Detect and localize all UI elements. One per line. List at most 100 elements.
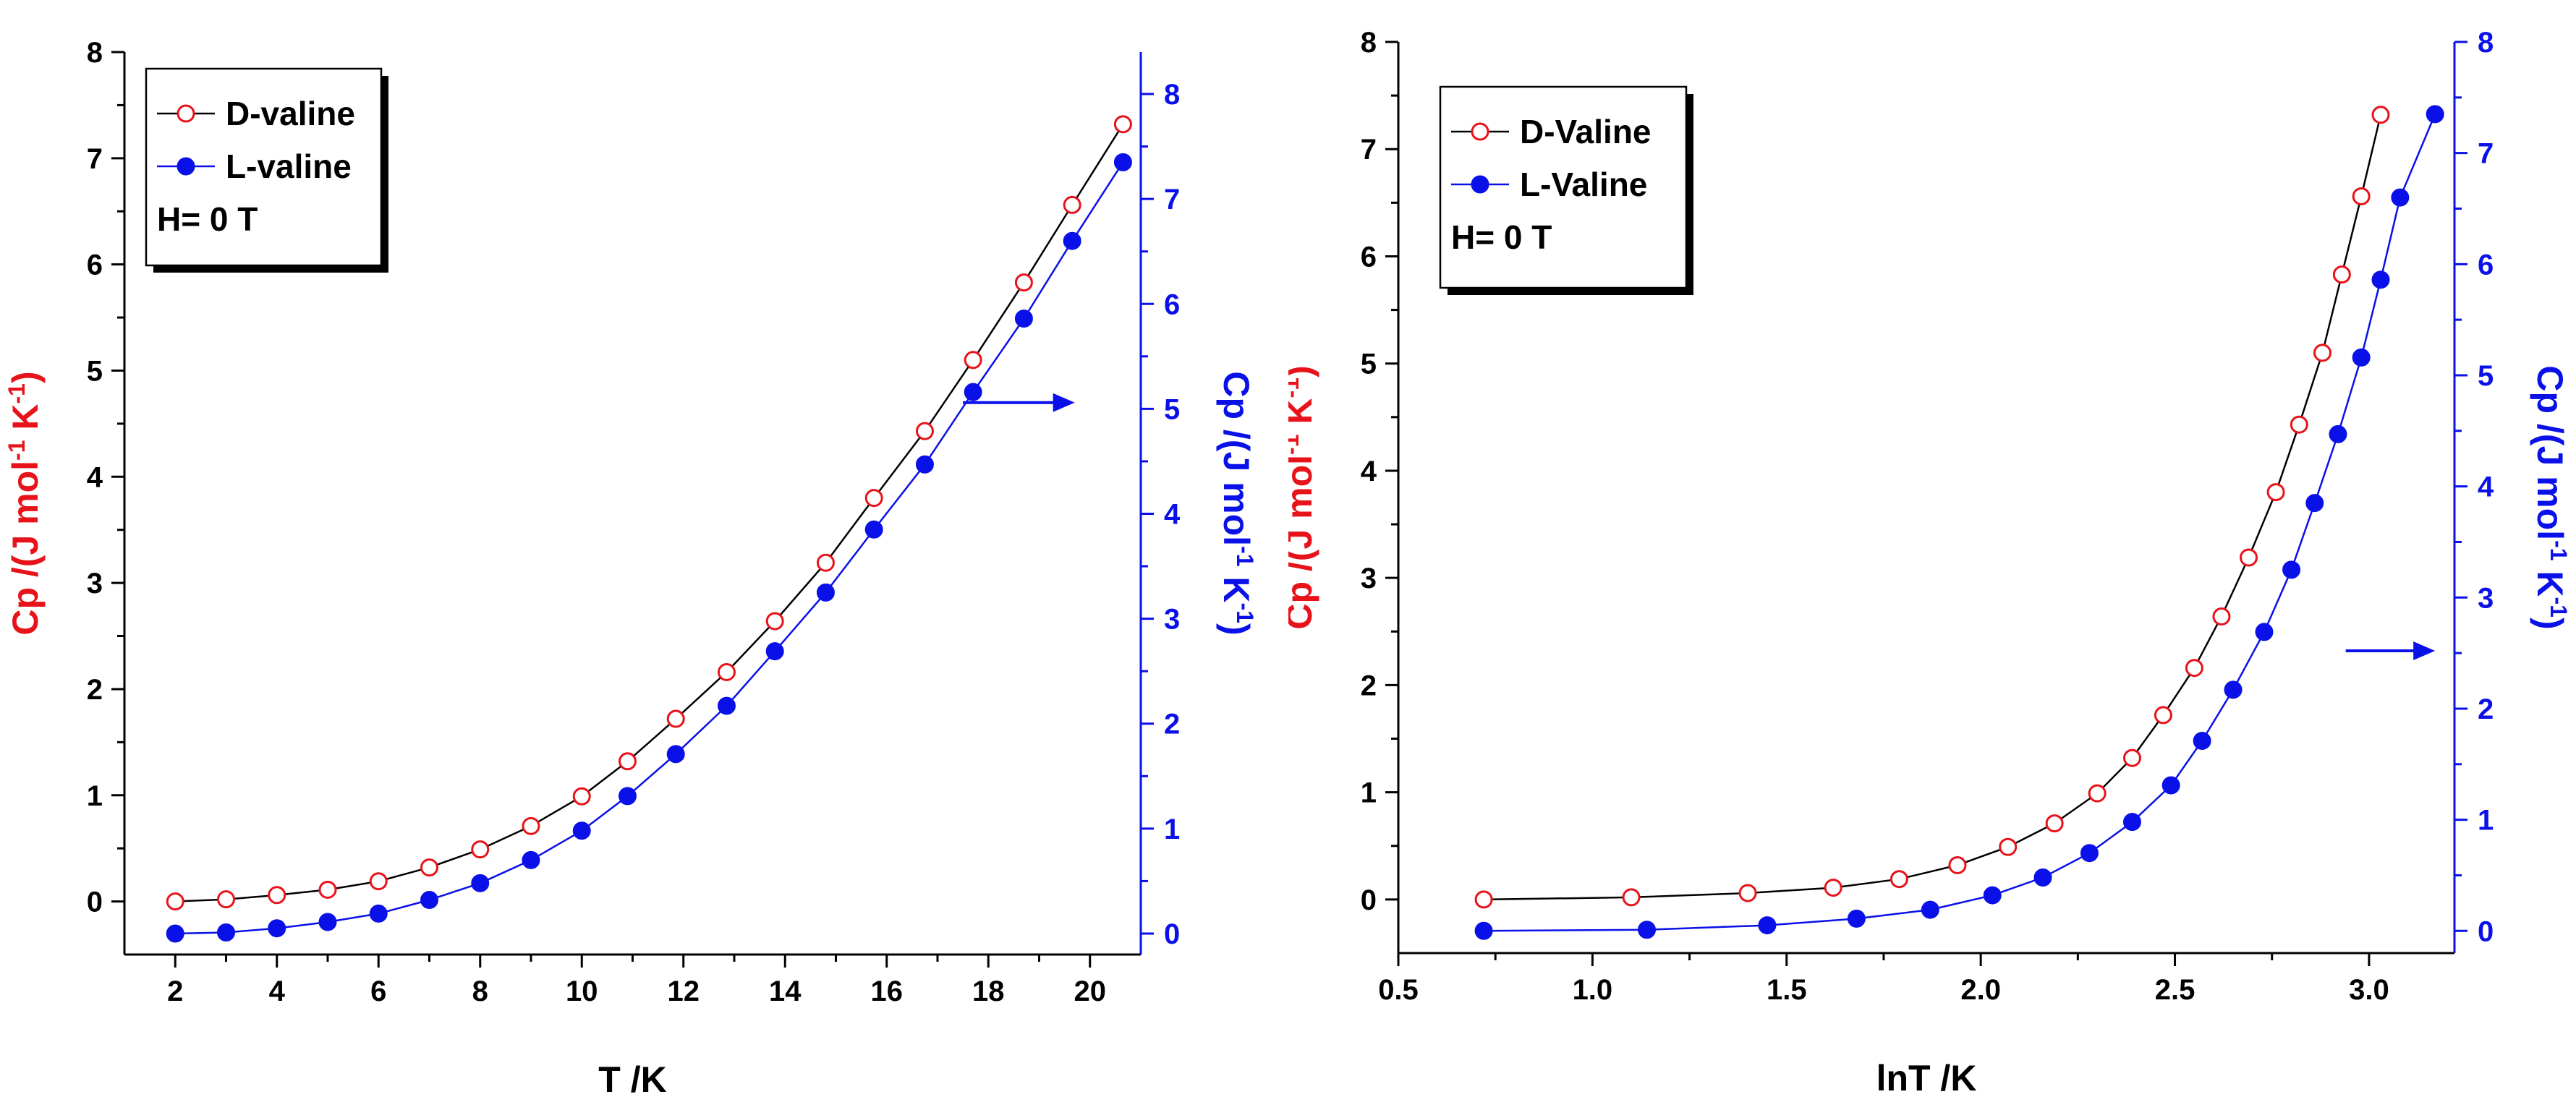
left-point-D-valine xyxy=(1014,273,1033,292)
right-point-D-valine xyxy=(2313,343,2331,362)
left-point-D-valine xyxy=(318,880,337,899)
left-x-tick-label: 14 xyxy=(769,975,802,1007)
left-point-D-valine xyxy=(666,709,685,728)
right-point-L-valine xyxy=(2033,868,2052,887)
right-y-left-tick-label: 3 xyxy=(1361,563,1377,594)
left-y-left-title: Cp /(J mol-1 K-1) xyxy=(4,371,46,635)
right-point-L-valine xyxy=(2329,424,2347,443)
left-y-left-title-end: ) xyxy=(5,371,46,383)
right-point-L-valine xyxy=(2282,560,2301,579)
left-y-left-tick-label: 5 xyxy=(87,355,103,387)
left-point-D-valine xyxy=(964,351,982,370)
left-point-D-valine xyxy=(420,858,438,877)
right-y-right-title: Cp /(J mol-1 K-1) xyxy=(2530,365,2572,629)
left-legend-marker xyxy=(177,104,195,123)
right-point-D-valine xyxy=(2352,187,2371,205)
left-x-axis-title: T /K xyxy=(598,1059,666,1100)
right-point-D-valine xyxy=(2185,659,2203,678)
left-x-tick-label: 20 xyxy=(1074,975,1107,1007)
right-point-D-valine xyxy=(1948,855,1967,874)
left-annotation-arrow-head xyxy=(1053,393,1075,412)
left-x-tick-label: 8 xyxy=(472,975,488,1007)
right-point-L-valine xyxy=(2352,348,2371,367)
right-y-left-title: Cp /(J mol-1 K-1) xyxy=(1288,365,1319,629)
left-y-right-title: Cp /(J mol-1 K-1) xyxy=(1216,371,1258,635)
left-point-L-valine xyxy=(717,696,736,715)
left-x-tick-label: 18 xyxy=(972,975,1005,1007)
right-y-left-tick-label: 1 xyxy=(1361,777,1377,809)
left-y-right-title-mid: K xyxy=(1216,567,1257,603)
right-x-tick-label: 3.0 xyxy=(2349,974,2389,1006)
right-legend-note: H= 0 T xyxy=(1451,218,1552,256)
right-point-D-valine xyxy=(2045,814,2064,833)
right-y-left-tick-label: 0 xyxy=(1361,884,1377,916)
right-point-L-valine xyxy=(1638,921,1657,939)
right-point-L-valine xyxy=(2224,680,2243,699)
left-point-D-valine xyxy=(268,886,286,905)
right-y-right-tick-label: 1 xyxy=(2478,805,2494,837)
left-point-L-valine xyxy=(816,583,835,602)
left-y-left-tick-label: 2 xyxy=(87,674,103,706)
left-y-right-tick-label: 2 xyxy=(1164,709,1180,740)
chart-right: 0.5 1.0 1.5 2.0 2.5 3.0 0 1 2 3 4 5 6 7 8 0 1 2 3 4 5 6 7 8 lnT … xyxy=(1288,0,2576,1110)
right-y-left-title-mid: K xyxy=(1288,398,1319,434)
left-x-tick-label: 12 xyxy=(668,975,700,1007)
right-point-L-valine xyxy=(2391,188,2410,207)
left-point-L-valine xyxy=(915,455,934,474)
right-y-right-tick-label: 7 xyxy=(2478,138,2494,170)
right-point-D-valine xyxy=(1890,870,1908,889)
left-point-L-valine xyxy=(666,745,685,764)
right-point-D-valine xyxy=(1622,888,1641,907)
right-y-right-tick-label: 2 xyxy=(2478,693,2494,725)
right-y-left-title-exp2: -1 xyxy=(1288,377,1304,398)
left-legend-note: H= 0 T xyxy=(157,200,258,238)
right-point-L-valine xyxy=(2371,270,2390,289)
right-annotation-arrow-head xyxy=(2413,641,2436,661)
right-y-left-title-main: Cp /(J mol xyxy=(1288,455,1319,630)
right-x-tick-label: 1.0 xyxy=(1573,974,1613,1006)
right-y-right-title-exp2: -1 xyxy=(2546,597,2572,618)
left-point-L-valine xyxy=(166,924,184,943)
right-y-left-tick-label: 4 xyxy=(1361,456,1377,487)
left-point-D-valine xyxy=(765,612,784,631)
right-y-right-tick-label: 8 xyxy=(2478,27,2494,59)
left-point-L-valine xyxy=(268,919,286,938)
left-point-L-valine xyxy=(618,787,637,806)
right-legend-label: D-Valine xyxy=(1520,113,1652,150)
right-point-L-valine xyxy=(2122,813,2141,832)
left-y-left-tick-label: 3 xyxy=(87,568,103,599)
left-point-D-valine xyxy=(217,890,235,909)
right-x-tick-label: 2.5 xyxy=(2155,974,2195,1006)
right-point-D-valine xyxy=(2266,483,2285,502)
left-point-L-valine xyxy=(1014,309,1033,328)
right-y-right-tick-label: 4 xyxy=(2478,471,2494,503)
right-point-L-valine xyxy=(2193,732,2211,751)
right-point-L-valine xyxy=(2255,623,2274,641)
right-y-right-tick-label: 0 xyxy=(2478,915,2494,947)
left-y-left-tick-label: 0 xyxy=(87,887,103,918)
left-y-left-tick-label: 8 xyxy=(87,37,103,69)
left-legend-label: L-valine xyxy=(226,148,352,185)
left-series-line-L-valine xyxy=(175,161,1124,935)
right-x-axis-title: lnT /K xyxy=(1876,1058,1977,1098)
right-y-right-title-exp1: -1 xyxy=(2546,540,2572,560)
left-y-left-title-exp2: -1 xyxy=(4,383,30,404)
left-x-tick-label: 10 xyxy=(566,975,598,1007)
right-point-D-valine xyxy=(2088,784,2107,803)
left-point-D-valine xyxy=(816,553,835,572)
left-point-D-valine xyxy=(717,662,736,681)
right-y-left-tick-label: 6 xyxy=(1361,241,1377,273)
right-series-line-D-valine xyxy=(1484,114,2382,901)
left-y-right-tick-label: 0 xyxy=(1164,918,1180,950)
right-point-D-valine xyxy=(1738,884,1757,902)
left-y-right-tick-label: 4 xyxy=(1164,499,1181,531)
right-point-D-valine xyxy=(2371,106,2390,124)
left-y-right-tick-label: 7 xyxy=(1164,184,1180,215)
left-point-D-valine xyxy=(1063,195,1081,214)
right-y-left-tick-label: 7 xyxy=(1361,134,1377,166)
left-x-tick-label: 6 xyxy=(370,975,386,1007)
left-point-L-valine xyxy=(765,642,784,661)
right-point-D-valine xyxy=(2332,265,2351,284)
left-point-D-valine xyxy=(572,787,591,806)
